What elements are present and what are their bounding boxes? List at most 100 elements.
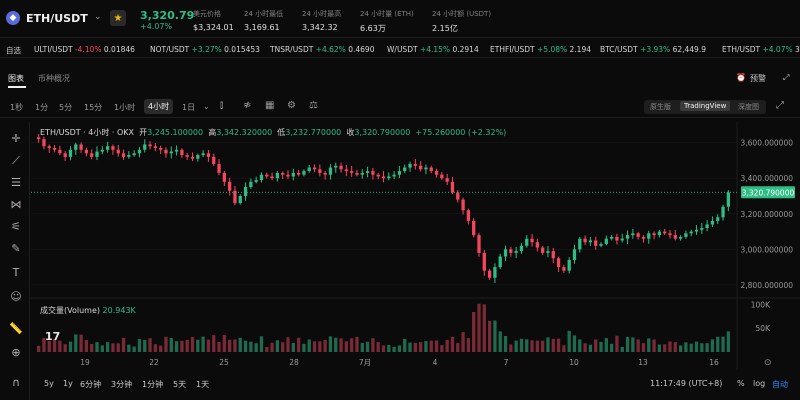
volume-bar [212,335,216,352]
candle-body [429,167,433,172]
candle-body [387,176,391,179]
volume-bar [159,345,163,352]
interval-1d[interactable]: 1日 [182,103,196,112]
alert-button[interactable]: 预警 [750,74,766,83]
log-scale-toggle[interactable]: log [753,379,766,388]
ruler-icon[interactable]: 📏 [9,322,23,335]
candle-body [498,256,502,268]
magnet-icon[interactable]: ∩ [11,376,21,389]
candle-body [594,240,598,246]
interval-dropdown-icon[interactable]: ⌄ [203,102,210,111]
horizontal-lines-icon[interactable]: ☰ [11,176,21,189]
candle-body [68,149,73,157]
volume-bar [503,336,508,352]
candle-body [339,165,343,170]
alert-icon[interactable]: ⏰ [736,73,746,82]
content-tabs: 图表 币种概况 ⏰ 预警 ⤢ [0,66,800,88]
brush-icon[interactable]: ✎ [11,242,21,255]
volume-bar [307,339,311,352]
range-6min[interactable]: 6分钟 [80,380,102,389]
candle-body [318,169,322,173]
volume-bar [429,340,433,352]
trendline-icon[interactable]: ⟋ [12,154,20,167]
interval-1m[interactable]: 1分 [35,103,49,112]
volume-bar [228,339,232,352]
ticker-item[interactable]: ULTI/USDT -4.10% 0.01846 [34,45,135,54]
volume-bar [668,341,672,352]
stat-24h-high: 24 小时最高 3,342.32 [302,10,342,32]
candle-body [243,187,248,196]
crosshair-icon[interactable]: ✛ [11,132,21,145]
candle-body [281,172,285,175]
interval-1s[interactable]: 1秒 [10,103,24,112]
settings-gear-icon[interactable]: ⚙ [287,100,296,111]
volume-bar [434,340,439,352]
text-icon[interactable]: T [12,266,20,279]
range-5d[interactable]: 5天 [173,380,187,389]
interval-5m[interactable]: 5分 [59,103,73,112]
volume-bar [371,338,375,352]
range-1d[interactable]: 1天 [196,380,210,389]
candle-body [408,164,412,168]
range-1min[interactable]: 1分钟 [142,380,164,389]
candle-body [111,146,115,150]
volume-bar [525,339,529,352]
ticker-item[interactable]: BTC/USDT +3.93% 62,449.9 [600,45,706,54]
volume-bar [615,335,619,352]
compare-scale-icon[interactable]: ⚖ [309,100,318,111]
ticker-item[interactable]: ETH/USDT +4.07% 3 [722,45,800,54]
candle-body [716,217,720,221]
candle-body [487,270,492,278]
range-3min[interactable]: 3分钟 [111,380,133,389]
x-tick-label: 22 [149,358,159,367]
volume-bar [355,336,359,352]
tab-chart[interactable]: 图表 [8,74,24,83]
indicators-icon[interactable]: ≉ [243,100,252,111]
expand-icon[interactable]: ⤢ [783,73,790,82]
view-tradingview[interactable]: TradingView [680,101,731,111]
pattern-icon[interactable]: ⋈ [10,198,22,211]
zoom-in-icon[interactable]: ⊕ [11,346,21,359]
favorite-star-icon[interactable]: ★ [110,10,126,26]
price-chart[interactable]: 3,600.000000 3,400.000000 3,200.000000 3,00… [31,122,800,370]
candle-body [153,146,158,148]
candle-body [328,167,333,175]
percent-scale-toggle[interactable]: % [737,379,745,388]
volume-bar [440,345,444,352]
volume-bar [450,336,455,352]
view-native[interactable]: 原生版 [650,103,671,111]
volume-bar [403,338,407,352]
range-5y[interactable]: 5y [44,379,54,388]
candle-body [249,181,253,188]
watchlist-label[interactable]: 自选 [6,46,21,55]
interval-1h[interactable]: 1小时 [114,103,136,112]
volume-bar [514,340,518,352]
interval-4h[interactable]: 4小时 [144,99,174,114]
volume-bar [641,343,646,352]
interval-15m[interactable]: 15分 [84,103,103,112]
fullscreen-icon[interactable]: ⤢ [776,100,784,111]
volume-tick-label: 50K [756,324,772,333]
tab-overview[interactable]: 币种概况 [38,74,70,83]
layout-icon[interactable]: ▦ [265,100,275,111]
candle-type-icon[interactable]: ⫾ [220,100,224,111]
candle-body [206,153,211,157]
pair-title[interactable]: ETH/USDT [26,12,88,25]
emoji-icon[interactable]: ☺ [10,290,22,303]
auto-scale-toggle[interactable]: 自动 [772,380,788,389]
price-tick-label: 3,600.000000 [741,139,794,148]
volume-bar [206,339,211,352]
ticker-item[interactable]: NOT/USDT +3.27% 0.015453 [150,45,260,54]
ticker-item[interactable]: W/USDT +4.15% 0.2914 [387,45,479,54]
volume-bar [318,341,322,352]
volume-bar [551,338,555,352]
chevron-down-icon[interactable]: ⌄ [94,12,102,22]
fib-icon[interactable]: ⚟ [11,220,21,233]
range-1y[interactable]: 1y [63,379,73,388]
candle-body [721,206,725,218]
volume-bar [456,343,460,352]
ticker-item[interactable]: TNSR/USDT +4.62% 0.4690 [270,45,375,54]
ticker-item[interactable]: ETHFI/USDT +5.08% 2.194 [490,45,592,54]
view-depth[interactable]: 深度图 [738,103,759,111]
volume-bar [631,337,635,352]
